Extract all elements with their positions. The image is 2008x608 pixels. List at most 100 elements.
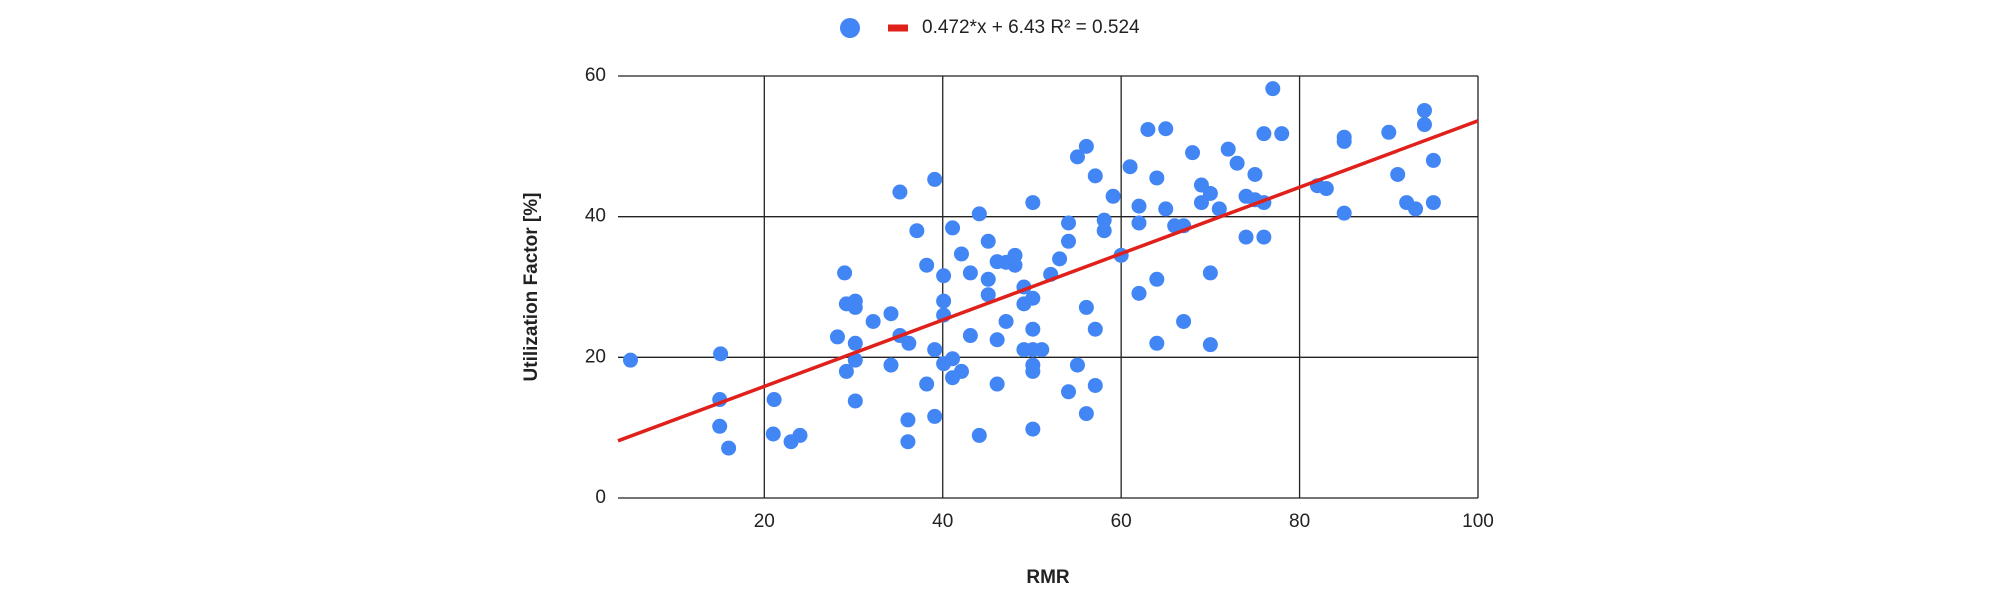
point xyxy=(1052,251,1068,267)
point xyxy=(883,306,899,322)
point xyxy=(1078,138,1094,154)
point xyxy=(927,342,943,358)
point xyxy=(1087,321,1103,337)
y-tick-label: 0 xyxy=(595,487,606,508)
point xyxy=(622,352,638,368)
point xyxy=(1381,124,1397,140)
point xyxy=(953,363,969,379)
point xyxy=(936,293,952,309)
point xyxy=(980,287,996,303)
point xyxy=(980,271,996,287)
point xyxy=(1158,121,1174,137)
point xyxy=(1069,357,1085,373)
y-tick-label: 60 xyxy=(585,65,606,86)
point xyxy=(1131,215,1147,231)
point xyxy=(883,357,899,373)
point xyxy=(1061,215,1077,231)
point xyxy=(1238,229,1254,245)
point xyxy=(838,363,854,379)
point xyxy=(980,233,996,249)
point xyxy=(847,393,863,409)
point xyxy=(1140,121,1156,137)
point xyxy=(962,328,978,344)
point xyxy=(847,352,863,368)
point xyxy=(713,346,729,362)
point xyxy=(900,412,916,428)
point xyxy=(919,257,935,273)
point xyxy=(1202,265,1218,281)
point xyxy=(1274,126,1290,142)
x-tick-label: 80 xyxy=(1289,511,1310,532)
point xyxy=(927,171,943,187)
point xyxy=(1025,290,1041,306)
point xyxy=(900,434,916,450)
point xyxy=(1336,133,1352,149)
point xyxy=(865,313,881,329)
point xyxy=(837,265,853,281)
point xyxy=(847,299,863,315)
point xyxy=(1069,149,1085,165)
x-tick-label: 60 xyxy=(1111,511,1132,532)
point xyxy=(1229,155,1245,171)
point xyxy=(1034,342,1050,358)
point xyxy=(971,427,987,443)
point xyxy=(1416,117,1432,133)
y-tick-label: 40 xyxy=(585,206,606,227)
point xyxy=(1390,166,1406,182)
point xyxy=(1078,406,1094,422)
point xyxy=(1025,421,1041,437)
point xyxy=(1061,233,1077,249)
point xyxy=(1087,168,1103,184)
point xyxy=(1007,257,1023,273)
point xyxy=(1202,185,1218,201)
trendline xyxy=(617,119,1479,443)
point xyxy=(1025,363,1041,379)
point xyxy=(989,332,1005,348)
point xyxy=(1247,166,1263,182)
point xyxy=(1149,335,1165,351)
point xyxy=(1211,201,1227,217)
point xyxy=(829,329,845,345)
point xyxy=(1087,377,1103,393)
point xyxy=(909,223,925,239)
point xyxy=(1025,321,1041,337)
point xyxy=(998,313,1014,329)
point xyxy=(1078,299,1094,315)
point xyxy=(1176,313,1192,329)
point xyxy=(1025,195,1041,211)
point xyxy=(1122,159,1138,175)
x-tick-label: 100 xyxy=(1462,511,1494,532)
point xyxy=(1096,223,1112,239)
point xyxy=(953,246,969,262)
legend-marker xyxy=(840,18,860,38)
point xyxy=(927,408,943,424)
point xyxy=(989,376,1005,392)
point xyxy=(1061,384,1077,400)
x-tick-label: 40 xyxy=(932,511,953,532)
x-axis-title: RMR xyxy=(1026,567,1070,588)
point xyxy=(1105,188,1121,204)
point xyxy=(971,206,987,222)
point xyxy=(792,427,808,443)
point xyxy=(847,335,863,351)
point xyxy=(901,335,917,351)
point xyxy=(1256,126,1272,142)
point xyxy=(765,426,781,442)
point xyxy=(1131,198,1147,214)
y-tick-label: 20 xyxy=(585,346,606,367)
point xyxy=(1131,285,1147,301)
point xyxy=(766,392,782,408)
point xyxy=(1096,212,1112,228)
point xyxy=(945,220,961,236)
point xyxy=(892,184,908,200)
point xyxy=(962,265,978,281)
point xyxy=(1185,145,1201,161)
point xyxy=(1256,229,1272,245)
point xyxy=(1416,102,1432,118)
point xyxy=(1318,181,1334,197)
point xyxy=(1425,152,1441,168)
x-tick-label: 20 xyxy=(754,511,775,532)
point xyxy=(1336,205,1352,221)
